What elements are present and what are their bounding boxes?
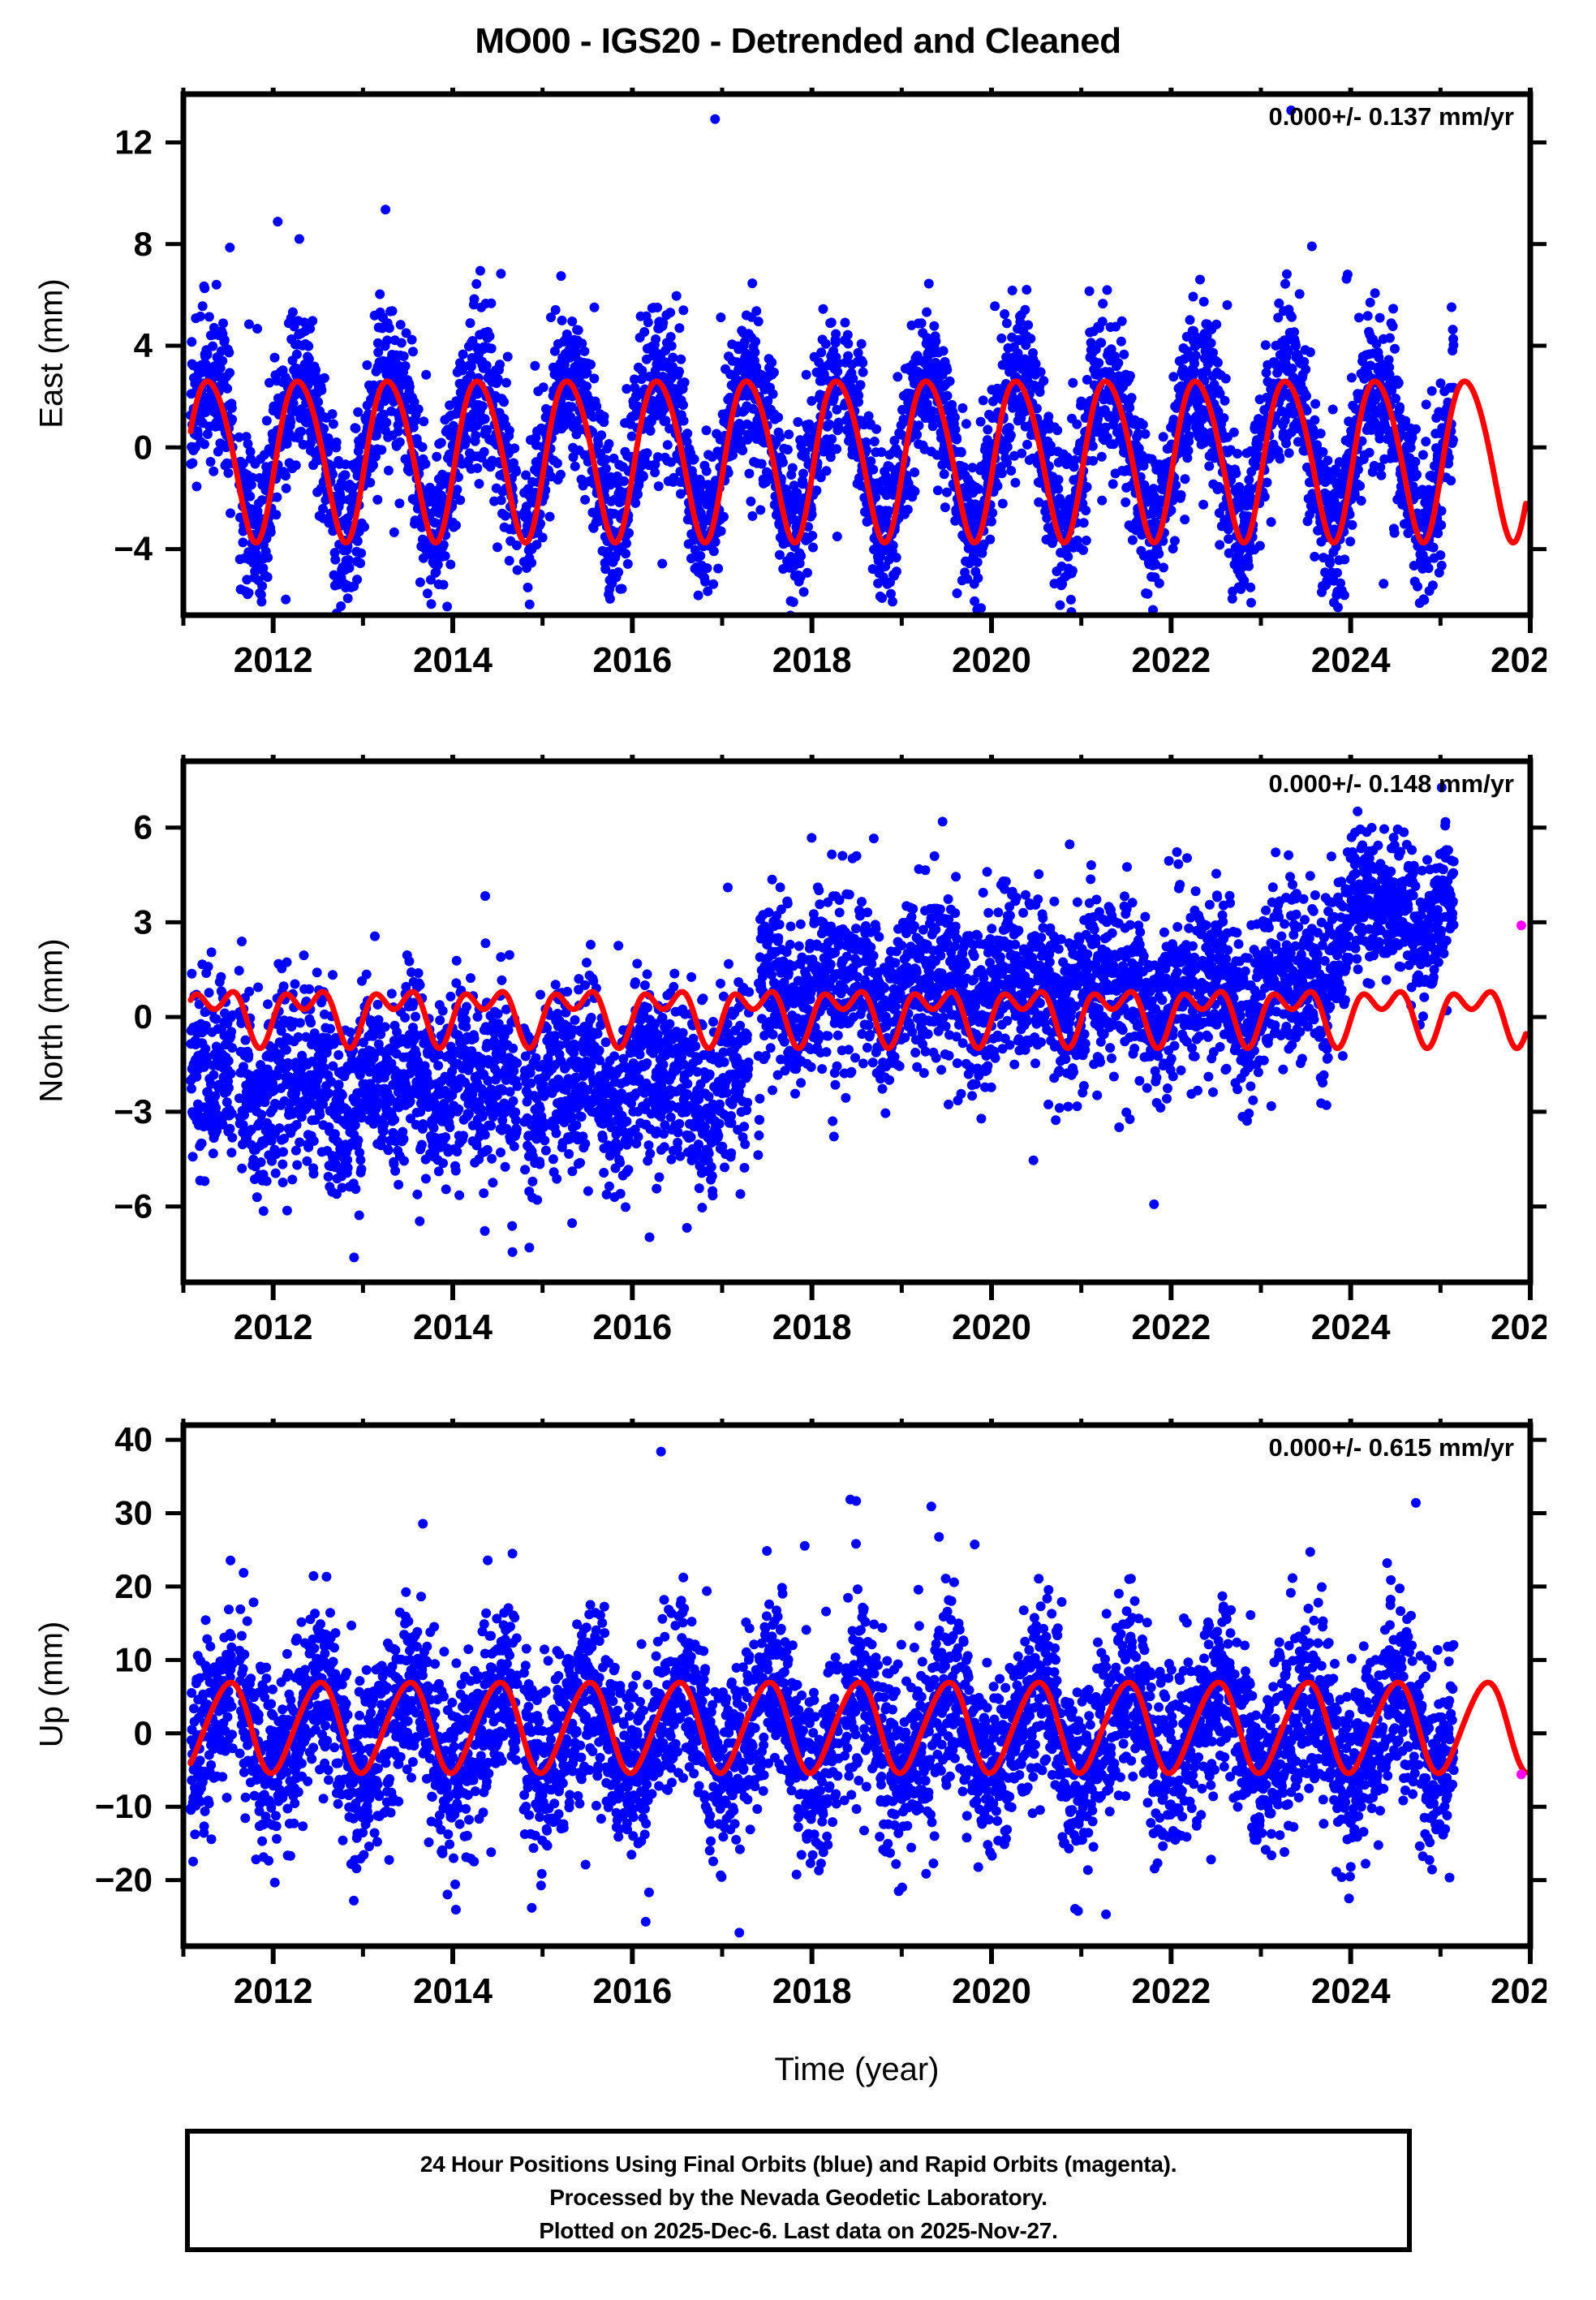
x-tick-label: 2026 xyxy=(1491,1971,1547,2011)
y-tick-label: −20 xyxy=(95,1861,153,1899)
scatter-rapid-orbits xyxy=(1516,1769,1526,1780)
x-tick-label: 2016 xyxy=(592,640,672,680)
data-layer-up xyxy=(186,1446,1529,1938)
y-axis-title-north: North (mm) xyxy=(33,938,70,1103)
y-axis-up: 40 30 20 10 0 −10 −20 xyxy=(95,1420,183,1899)
y-axis-north: 6 3 0 −3 −6 xyxy=(114,808,183,1225)
x-tick-label: 2024 xyxy=(1311,640,1391,680)
y-tick-label: 8 xyxy=(134,225,153,263)
model-curve-up xyxy=(187,1679,1529,1777)
x-tick-label: 2018 xyxy=(772,1971,852,2011)
x-axis-title: Time (year) xyxy=(774,2052,940,2087)
y-tick-label: −3 xyxy=(114,1092,153,1131)
plot-area-north: 6 3 0 −3 −6 2012 2014 2016 2018 2020 2022 2024 2026 xyxy=(114,755,1547,1347)
x-tick-label: 2020 xyxy=(952,1971,1031,2011)
x-tick-label: 2020 xyxy=(952,1307,1031,1347)
y-tick-label: 12 xyxy=(114,123,153,162)
y-tick-label: −6 xyxy=(114,1187,153,1225)
y-axis-east: 12 8 4 0 −4 xyxy=(114,123,183,568)
x-tick-label: 2012 xyxy=(234,1307,313,1347)
caption-line-2: Processed by the Nevada Geodetic Laborat… xyxy=(549,2185,1048,2210)
y-tick-label: 4 xyxy=(134,326,153,364)
y-tick-label: 0 xyxy=(134,428,153,466)
scatter-final-orbits xyxy=(186,106,1459,615)
y-tick-label: 6 xyxy=(134,808,153,846)
panel-north: 6 3 0 −3 −6 2012 2014 2016 2018 2020 2022 2024 2026 xyxy=(45,755,1547,1355)
x-tick-label: 2016 xyxy=(592,1971,672,2011)
x-tick-label: 2024 xyxy=(1311,1971,1391,2011)
x-axis-east: 2012 2014 2016 2018 2020 2022 2024 2026 xyxy=(181,88,1547,680)
y-axis-title-east: East (mm) xyxy=(33,278,70,429)
x-tick-label: 2022 xyxy=(1131,1307,1211,1347)
model-curve-east xyxy=(187,378,1529,546)
caption-box: 24 Hour Positions Using Final Orbits (bl… xyxy=(185,2129,1412,2252)
x-tick-label: 2026 xyxy=(1491,1307,1547,1347)
y-tick-label: 0 xyxy=(134,997,153,1036)
y-tick-label: 10 xyxy=(114,1640,153,1678)
caption-line-3: Plotted on 2025-Dec-6. Last data on 2025… xyxy=(539,2218,1058,2243)
axis-frame-east xyxy=(180,91,1534,618)
x-tick-label: 2014 xyxy=(413,640,493,680)
y-tick-label: 30 xyxy=(114,1494,153,1532)
x-tick-label: 2022 xyxy=(1131,640,1211,680)
x-tick-label: 2024 xyxy=(1311,1307,1391,1347)
x-tick-label: 2020 xyxy=(952,640,1031,680)
x-tick-label: 2012 xyxy=(234,640,313,680)
page-title: MO00 - IGS20 - Detrended and Cleaned xyxy=(475,21,1121,61)
caption-line-1: 24 Hour Positions Using Final Orbits (bl… xyxy=(419,2151,1177,2177)
axis-frame-up xyxy=(180,1422,1534,1949)
x-tick-label: 2012 xyxy=(234,1971,313,2011)
y-tick-label: 0 xyxy=(134,1714,153,1752)
data-layer-north xyxy=(186,782,1529,1263)
x-axis-up: 2012 2014 2016 2018 2020 2022 2024 2026 xyxy=(181,1419,1547,2011)
y-axis-title-up: Up (mm) xyxy=(33,1621,70,1748)
rate-annotation-north: 0.000+/- 0.148 mm/yr xyxy=(1268,769,1514,798)
scatter-rapid-orbits xyxy=(1516,920,1526,931)
y-tick-label: 20 xyxy=(114,1567,153,1605)
panel-east: 12 8 4 0 −4 2012 2014 2016 2018 2020 2022 2024 2026 xyxy=(45,88,1547,688)
x-tick-label: 2016 xyxy=(592,1307,672,1347)
scatter-final-orbits xyxy=(186,782,1459,1263)
x-tick-label: 2018 xyxy=(772,1307,852,1347)
plot-area-east: 12 8 4 0 −4 2012 2014 2016 2018 2020 2022 2024 2026 xyxy=(114,88,1547,680)
y-tick-label: −4 xyxy=(114,530,153,568)
y-tick-label: −10 xyxy=(95,1787,153,1825)
scatter-final-orbits xyxy=(186,1446,1459,1938)
rate-annotation-up: 0.000+/- 0.615 mm/yr xyxy=(1268,1433,1514,1462)
x-tick-label: 2022 xyxy=(1131,1971,1211,2011)
x-axis-north: 2012 2014 2016 2018 2020 2022 2024 2026 xyxy=(181,755,1547,1347)
x-tick-label: 2014 xyxy=(413,1307,493,1347)
model-curve-north xyxy=(187,988,1529,1052)
rate-annotation-east: 0.000+/- 0.137 mm/yr xyxy=(1268,102,1514,131)
data-layer-east xyxy=(186,106,1529,615)
y-tick-label: 40 xyxy=(114,1420,153,1458)
axis-frame-north xyxy=(180,758,1534,1286)
x-tick-label: 2026 xyxy=(1491,640,1547,680)
x-tick-label: 2014 xyxy=(413,1971,493,2011)
x-tick-label: 2018 xyxy=(772,640,852,680)
panel-up: 40 30 20 10 0 −10 −20 2012 2014 2016 2018 2020 2022 2… xyxy=(45,1419,1547,2019)
y-tick-label: 3 xyxy=(134,902,153,941)
